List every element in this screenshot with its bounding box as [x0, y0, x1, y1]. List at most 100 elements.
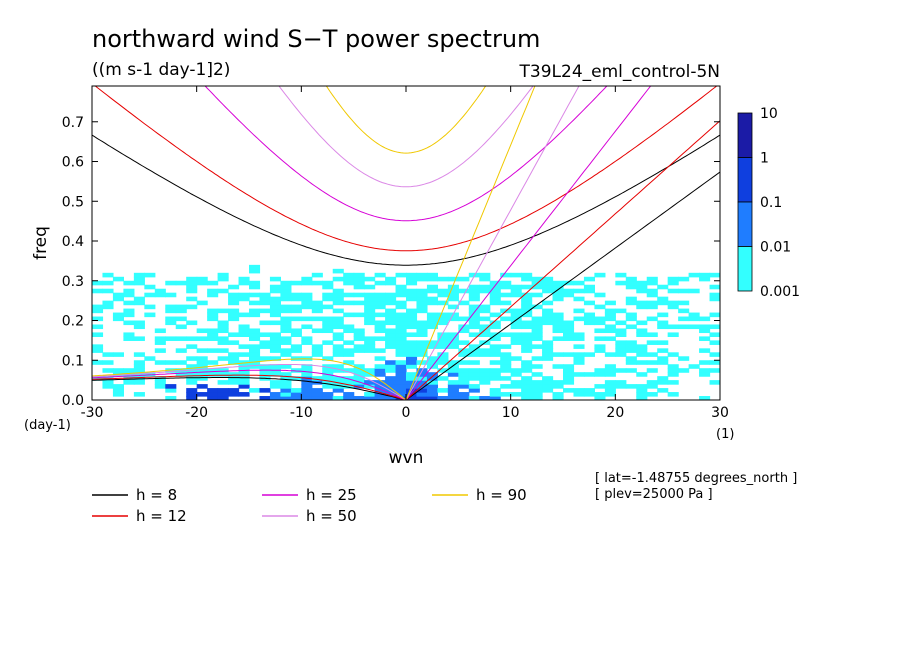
power-cell	[395, 320, 407, 326]
power-cell	[123, 320, 135, 326]
power-cell	[259, 320, 271, 326]
power-cell	[406, 376, 418, 381]
power-cell	[395, 284, 407, 290]
power-cell	[426, 388, 438, 393]
power-cell	[395, 372, 407, 377]
power-cell	[416, 380, 428, 385]
power-cell	[175, 360, 187, 365]
power-cell	[385, 340, 397, 345]
power-cell	[228, 340, 240, 345]
power-cell	[437, 356, 449, 361]
power-cell	[636, 352, 648, 357]
power-cell	[280, 280, 292, 286]
power-cell	[364, 300, 376, 306]
power-cell	[468, 360, 480, 365]
power-cell	[604, 368, 616, 373]
power-cell	[678, 368, 690, 373]
power-cell	[332, 344, 344, 349]
power-cell	[259, 396, 271, 400]
power-cell	[144, 356, 156, 361]
power-cell	[594, 344, 606, 349]
power-cell	[207, 360, 219, 365]
power-cell	[343, 328, 355, 334]
power-cell	[468, 324, 480, 330]
power-cell	[322, 396, 334, 400]
power-cell	[604, 324, 616, 330]
power-cell	[510, 356, 522, 361]
power-cell	[583, 300, 595, 306]
power-cell	[228, 352, 240, 357]
power-cell	[280, 380, 292, 385]
power-cell	[280, 392, 292, 397]
power-cell	[374, 328, 386, 334]
power-cell	[678, 316, 690, 322]
power-cell	[625, 384, 637, 389]
power-cell	[301, 296, 313, 302]
power-cell	[311, 272, 323, 278]
power-cell	[500, 332, 512, 338]
power-cell	[385, 376, 397, 381]
power-cell	[625, 360, 637, 365]
power-cell	[311, 344, 323, 349]
power-cell	[364, 304, 376, 310]
power-cell	[510, 336, 522, 341]
power-cell	[175, 336, 187, 341]
power-cell	[228, 300, 240, 306]
colorbar-swatch	[737, 157, 753, 203]
power-cell	[500, 292, 512, 298]
power-cell	[521, 300, 533, 306]
power-cell	[364, 396, 376, 400]
power-cell	[374, 348, 386, 353]
power-cell	[531, 356, 543, 361]
power-cell	[186, 336, 198, 341]
power-cell	[667, 300, 679, 306]
power-cell	[531, 328, 543, 334]
power-cell	[531, 392, 543, 397]
power-cell	[353, 344, 365, 349]
power-cell	[489, 360, 501, 365]
power-cell	[406, 288, 418, 294]
power-cell	[646, 368, 658, 373]
power-cell	[615, 344, 627, 349]
power-cell	[228, 312, 240, 318]
power-cell	[280, 388, 292, 393]
power-cell	[322, 376, 334, 381]
power-cell	[709, 360, 720, 365]
power-cell	[133, 280, 145, 286]
power-cell	[186, 372, 198, 377]
power-cell	[521, 272, 533, 278]
power-cell	[123, 336, 135, 341]
power-cell	[280, 284, 292, 290]
power-cell	[521, 344, 533, 349]
power-cell	[301, 276, 313, 282]
power-cell	[92, 304, 104, 310]
power-cell	[385, 300, 397, 306]
power-cell	[646, 304, 658, 310]
power-cell	[552, 320, 564, 326]
power-cell	[269, 308, 281, 314]
power-cell	[133, 368, 145, 373]
power-cell	[447, 276, 459, 282]
power-cell	[406, 392, 418, 397]
power-cell	[353, 312, 365, 318]
power-cell	[343, 392, 355, 397]
power-cell	[249, 356, 261, 361]
power-cell	[123, 312, 135, 318]
power-cell	[207, 396, 219, 400]
power-cell	[636, 284, 648, 290]
power-cell	[458, 384, 470, 389]
power-cell	[290, 296, 302, 302]
power-cell	[186, 396, 198, 400]
power-cell	[385, 292, 397, 298]
power-cell	[280, 320, 292, 326]
power-cell	[196, 360, 208, 365]
power-cell	[447, 388, 459, 393]
x-tick-label: -10	[290, 405, 313, 421]
power-cell	[165, 280, 177, 286]
power-cell	[699, 368, 711, 373]
power-cell	[542, 340, 554, 345]
power-cell	[489, 296, 501, 302]
power-cell	[437, 352, 449, 357]
power-cell	[447, 372, 459, 377]
power-cell	[552, 384, 564, 389]
